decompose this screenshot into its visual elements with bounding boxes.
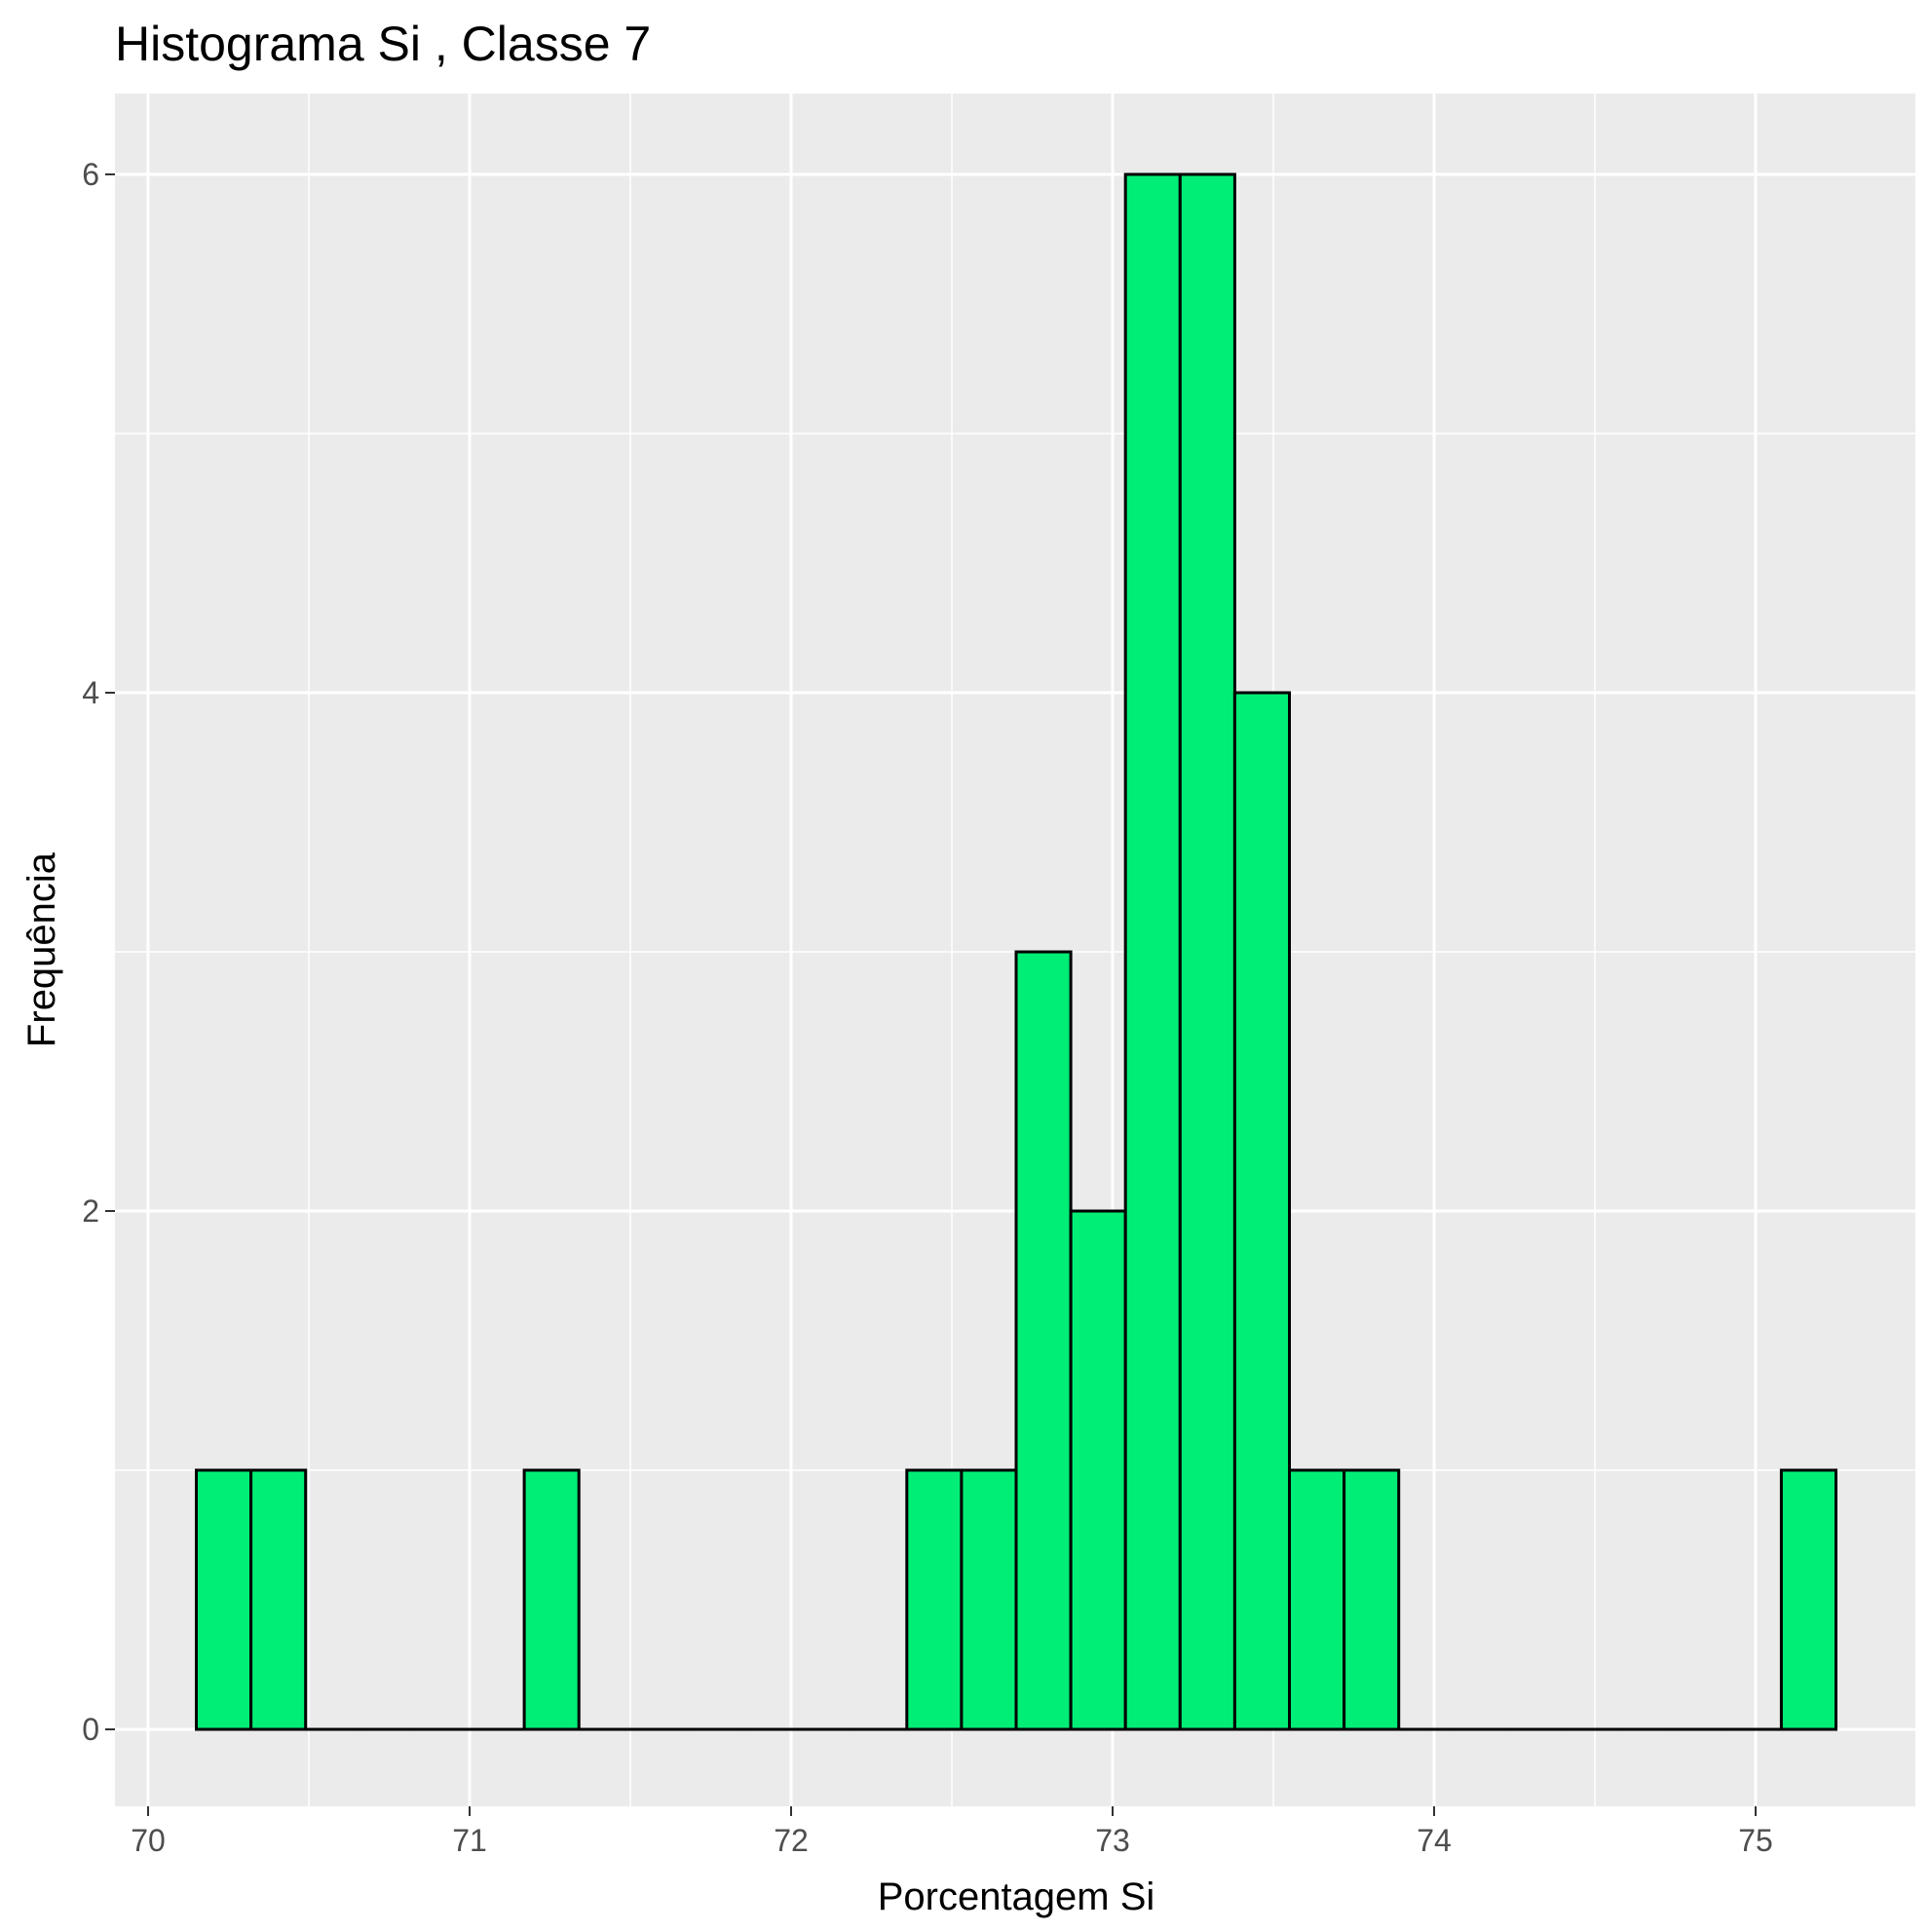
y-tick-label: 6: [82, 157, 99, 192]
y-tick-label: 0: [82, 1712, 99, 1747]
histogram-bar: [1016, 952, 1071, 1729]
histogram-bar: [907, 1470, 962, 1729]
x-tick-label: 74: [1417, 1823, 1452, 1858]
y-tick-label: 2: [82, 1193, 99, 1229]
y-axis-title: Frequência: [20, 852, 63, 1047]
x-tick-label: 72: [774, 1823, 809, 1858]
histogram-bar: [1781, 1470, 1835, 1729]
histogram-bar: [1290, 1470, 1344, 1729]
histogram-bar: [1071, 1211, 1125, 1729]
histogram-bar: [524, 1470, 579, 1729]
y-tick-label: 4: [82, 675, 99, 710]
histogram-bar: [962, 1470, 1016, 1729]
x-tick-label: 70: [131, 1823, 166, 1858]
histogram-bar: [1344, 1470, 1399, 1729]
histogram-bar: [251, 1470, 306, 1729]
x-tick-label: 73: [1095, 1823, 1130, 1858]
x-tick-label: 71: [452, 1823, 487, 1858]
histogram-bar: [197, 1470, 251, 1729]
chart-title: Histograma Si , Classe 7: [115, 17, 651, 71]
histogram-bar: [1180, 174, 1234, 1729]
histogram-bar: [1125, 174, 1180, 1729]
x-tick-label: 75: [1738, 1823, 1773, 1858]
x-axis-title: Porcentagem Si: [878, 1875, 1155, 1918]
histogram-bar: [1234, 693, 1289, 1729]
